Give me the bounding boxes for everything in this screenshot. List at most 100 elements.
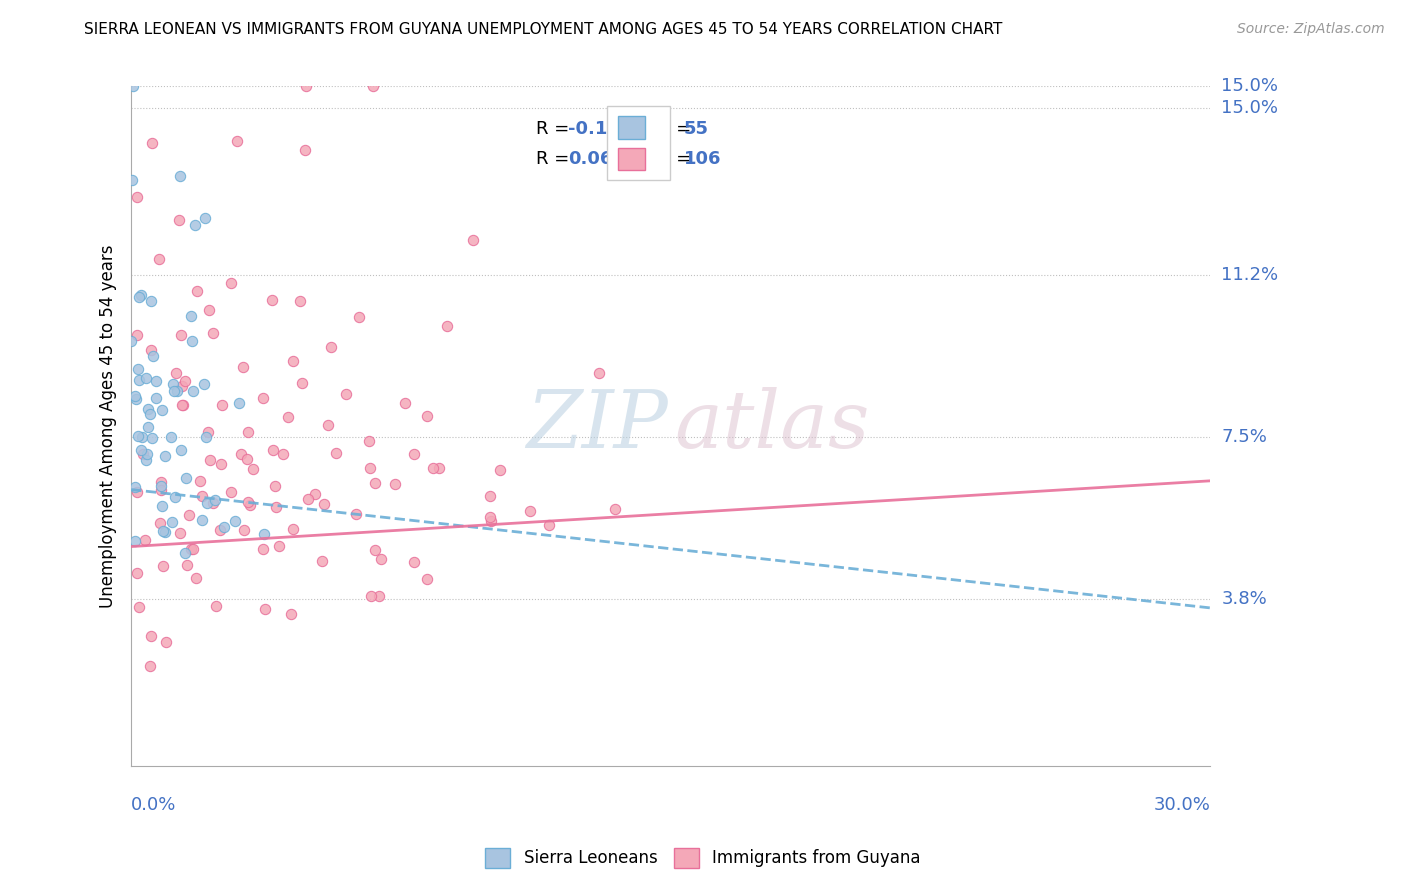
- Point: [141, 343, 163, 357]
- Point: [124, 389, 146, 403]
- Point: [253, 602, 276, 616]
- Point: [349, 310, 371, 324]
- Point: [277, 409, 299, 424]
- Text: R =: R =: [536, 120, 575, 137]
- Point: [384, 476, 406, 491]
- Point: [166, 384, 188, 399]
- Point: [127, 189, 149, 203]
- Point: [145, 391, 167, 405]
- Text: R =: R =: [536, 150, 575, 168]
- Point: [128, 600, 150, 615]
- Point: [588, 366, 610, 380]
- Point: [205, 599, 228, 613]
- Point: [150, 500, 173, 514]
- Point: [359, 434, 381, 448]
- Point: [127, 484, 149, 499]
- Point: [479, 510, 502, 524]
- Point: [427, 460, 450, 475]
- Point: [605, 502, 627, 516]
- Point: [129, 287, 152, 301]
- Legend: , : ,: [607, 105, 671, 180]
- Point: [212, 519, 235, 533]
- Point: [153, 525, 176, 540]
- Text: atlas: atlas: [673, 387, 869, 465]
- Point: [135, 453, 157, 467]
- Point: [364, 475, 387, 490]
- Point: [252, 391, 274, 405]
- Point: [538, 517, 561, 532]
- Point: [221, 277, 243, 291]
- Point: [325, 446, 347, 460]
- Point: [335, 386, 357, 401]
- Point: [150, 478, 173, 492]
- Point: [209, 457, 232, 471]
- Point: [197, 496, 219, 510]
- Point: [150, 402, 173, 417]
- Point: [232, 360, 254, 375]
- Point: [128, 374, 150, 388]
- Text: Source: ZipAtlas.com: Source: ZipAtlas.com: [1237, 22, 1385, 37]
- Point: [211, 398, 233, 412]
- Point: [281, 354, 304, 368]
- Point: [436, 318, 458, 333]
- Point: [136, 402, 159, 417]
- Text: N =: N =: [657, 120, 697, 137]
- Point: [127, 361, 149, 376]
- Point: [145, 374, 167, 388]
- Point: [149, 475, 172, 490]
- Point: [138, 659, 160, 673]
- Point: [163, 490, 186, 504]
- Point: [141, 628, 163, 642]
- Point: [170, 398, 193, 412]
- Point: [461, 233, 484, 247]
- Point: [394, 396, 416, 410]
- Point: [131, 447, 153, 461]
- Point: [252, 541, 274, 556]
- Point: [149, 516, 172, 531]
- Point: [129, 443, 152, 458]
- Point: [136, 420, 159, 434]
- Point: [219, 485, 242, 500]
- Point: [152, 559, 174, 574]
- Text: 30.0%: 30.0%: [1153, 797, 1211, 814]
- Point: [193, 376, 215, 391]
- Point: [169, 169, 191, 183]
- Point: [128, 290, 150, 304]
- Point: [191, 489, 214, 503]
- Point: [201, 326, 224, 340]
- Point: [422, 460, 444, 475]
- Point: [280, 607, 302, 622]
- Legend: Sierra Leoneans, Immigrants from Guyana: Sierra Leoneans, Immigrants from Guyana: [478, 841, 928, 875]
- Text: 15.0%: 15.0%: [1222, 78, 1278, 95]
- Point: [142, 349, 165, 363]
- Point: [163, 384, 186, 399]
- Point: [174, 546, 197, 560]
- Point: [121, 172, 143, 186]
- Point: [370, 552, 392, 566]
- Point: [297, 492, 319, 507]
- Y-axis label: Unemployment Among Ages 45 to 54 years: Unemployment Among Ages 45 to 54 years: [100, 244, 117, 607]
- Point: [177, 508, 200, 522]
- Point: [184, 571, 207, 585]
- Point: [139, 407, 162, 421]
- Point: [176, 558, 198, 572]
- Point: [135, 371, 157, 385]
- Point: [186, 285, 208, 299]
- Text: 0.069: 0.069: [568, 150, 626, 168]
- Point: [155, 449, 177, 463]
- Point: [290, 376, 312, 391]
- Point: [294, 79, 316, 94]
- Text: -0.114: -0.114: [568, 120, 633, 137]
- Point: [148, 252, 170, 267]
- Point: [489, 463, 512, 477]
- Point: [165, 366, 187, 380]
- Point: [160, 515, 183, 529]
- Point: [141, 136, 163, 150]
- Point: [519, 504, 541, 518]
- Point: [319, 340, 342, 354]
- Point: [266, 500, 288, 514]
- Point: [229, 447, 252, 461]
- Point: [155, 635, 177, 649]
- Text: 7.5%: 7.5%: [1222, 428, 1267, 446]
- Point: [304, 487, 326, 501]
